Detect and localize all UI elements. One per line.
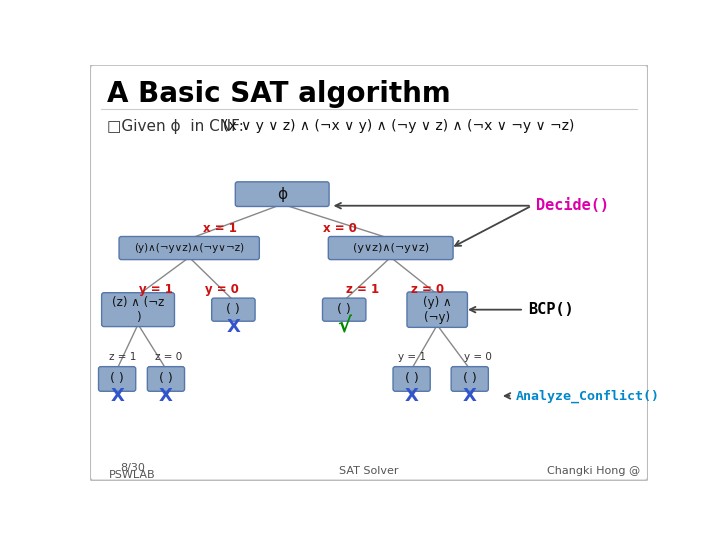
- Text: ϕ: ϕ: [277, 187, 287, 201]
- Text: ( ): ( ): [159, 373, 173, 386]
- FancyBboxPatch shape: [90, 65, 648, 481]
- FancyBboxPatch shape: [102, 293, 174, 327]
- Text: Decide(): Decide(): [536, 198, 608, 213]
- Text: X: X: [405, 387, 418, 405]
- Text: ( ): ( ): [227, 303, 240, 316]
- FancyBboxPatch shape: [119, 237, 259, 260]
- Text: BCP(): BCP(): [528, 302, 574, 317]
- Text: A Basic SAT algorithm: A Basic SAT algorithm: [107, 80, 451, 108]
- Text: y = 0: y = 0: [204, 283, 239, 296]
- FancyBboxPatch shape: [212, 298, 255, 321]
- Text: Changki Hong @: Changki Hong @: [547, 467, 640, 476]
- Text: X: X: [159, 387, 173, 405]
- Text: Analyze_Conflict(): Analyze_Conflict(): [516, 389, 660, 403]
- Text: x = 1: x = 1: [203, 221, 237, 234]
- FancyBboxPatch shape: [451, 367, 488, 392]
- Text: (y)∧(¬y∨z)∧(¬y∨¬z): (y)∧(¬y∨z)∧(¬y∨¬z): [134, 243, 244, 253]
- Text: (y) ∧
(¬y): (y) ∧ (¬y): [423, 296, 451, 323]
- Text: (y∨z)∧(¬y∨z): (y∨z)∧(¬y∨z): [353, 243, 429, 253]
- Text: y = 1: y = 1: [397, 353, 426, 362]
- Text: ( ): ( ): [338, 303, 351, 316]
- FancyBboxPatch shape: [148, 367, 184, 392]
- Text: (x ∨ y ∨ z) ∧ (¬x ∨ y) ∧ (¬y ∨ z) ∧ (¬x ∨ ¬y ∨ ¬z): (x ∨ y ∨ z) ∧ (¬x ∨ y) ∧ (¬y ∨ z) ∧ (¬x …: [223, 119, 575, 133]
- Text: PSWLAB: PSWLAB: [109, 470, 156, 480]
- Text: x = 0: x = 0: [323, 221, 356, 234]
- Text: y = 1: y = 1: [139, 283, 173, 296]
- Text: □Given ϕ  in CNF:: □Given ϕ in CNF:: [107, 119, 244, 134]
- Text: z = 0: z = 0: [156, 353, 183, 362]
- Text: z = 1: z = 1: [109, 353, 136, 362]
- Text: ( ): ( ): [405, 373, 418, 386]
- FancyBboxPatch shape: [235, 182, 329, 206]
- Text: X: X: [226, 318, 240, 335]
- Text: ( ): ( ): [463, 373, 477, 386]
- Text: 8/30: 8/30: [120, 462, 145, 472]
- FancyBboxPatch shape: [328, 237, 453, 260]
- Text: (z) ∧ (¬z
): (z) ∧ (¬z ): [112, 296, 164, 323]
- Text: z = 0: z = 0: [410, 283, 444, 296]
- FancyBboxPatch shape: [99, 367, 136, 392]
- FancyBboxPatch shape: [407, 292, 467, 327]
- Text: X: X: [463, 387, 477, 405]
- Text: √: √: [337, 316, 351, 336]
- FancyBboxPatch shape: [393, 367, 431, 392]
- Text: z = 1: z = 1: [346, 283, 379, 296]
- Text: ( ): ( ): [110, 373, 124, 386]
- Text: X: X: [110, 387, 124, 405]
- Text: SAT Solver: SAT Solver: [339, 467, 399, 476]
- FancyBboxPatch shape: [323, 298, 366, 321]
- Text: y = 0: y = 0: [464, 353, 492, 362]
